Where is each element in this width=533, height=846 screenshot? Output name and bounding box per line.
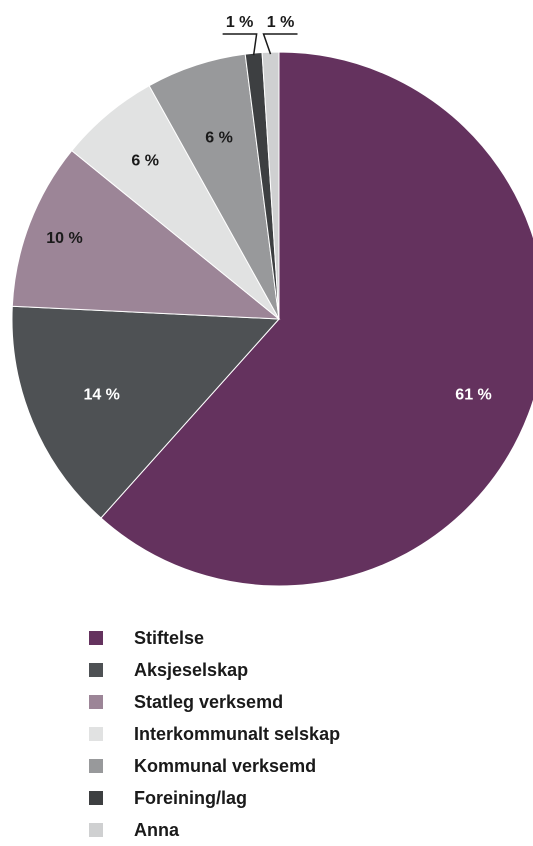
legend-swatch [89,727,103,741]
slice-label-foreining-lag: 1 % [226,14,254,31]
legend-item-aksjeselskap: Aksjeselskap [89,654,340,686]
leader-line-foreining-lag [222,33,258,56]
legend-swatch [89,759,103,773]
legend-item-stiftelse: Stiftelse [89,622,340,654]
legend-swatch [89,791,103,805]
legend-label: Stiftelse [134,627,205,648]
slice-aksjeselskap [11,305,281,519]
legend-label: Anna [134,819,179,840]
legend-item-statleg-verksemd: Statleg verksemd [89,686,340,718]
label-leader-lines [222,33,298,56]
legend-label: Foreining/lag [134,787,248,808]
slice-label-statleg-verksemd: 10 % [46,230,82,247]
slice-label-kommunal-verksemd: 6 % [205,129,233,146]
legend-item-interkommunalt-selskap: Interkommunalt selskap [89,718,340,750]
legend-label: Kommunal verksemd [134,755,317,776]
legend-swatch [89,663,103,677]
slice-statleg-verksemd [11,149,281,320]
legend-item-foreining-lag: Foreining/lag [89,782,340,814]
legend-label: Aksjeselskap [134,659,249,680]
legend-swatch [89,695,103,709]
legend-item-anna: Anna [89,814,340,846]
slice-label-aksjeselskap: 14 % [83,386,119,403]
slice-label-interkommunalt-selskap: 6 % [131,152,159,169]
legend-item-kommunal-verksemd: Kommunal verksemd [89,750,340,782]
legend-swatch [89,631,103,645]
slice-label-anna: 1 % [267,14,295,31]
slice-stiftelse [100,51,533,587]
leader-line-anna [262,33,298,55]
chart-legend: Stiftelse Aksjeselskap Statleg verksemd Int… [89,622,340,846]
legend-label: Statleg verksemd [134,691,284,712]
legend-swatch [89,823,103,837]
pie-slices [11,51,533,587]
legend-label: Interkommunalt selskap [134,723,341,744]
slice-label-stiftelse: 61 % [455,386,491,403]
slice-labels: 61 % 14 % 10 % 6 % 6 % 1 % 1 % [46,14,492,403]
